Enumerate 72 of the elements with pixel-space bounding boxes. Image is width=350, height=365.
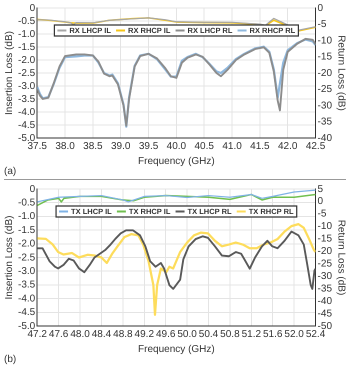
x-tick-label: 41.5 [250, 140, 270, 152]
y2-tick-label: -35 [318, 283, 332, 294]
y2-tick-label: -45 [318, 308, 332, 320]
y-tick-label: -3.0 [18, 266, 36, 277]
y2-tick-label: -10 [318, 35, 332, 46]
x-tick-label: 41.0 [222, 140, 242, 152]
x-tick-label: 47.6 [48, 328, 69, 340]
y-axis-title: Insertion Loss (dB) [4, 216, 15, 300]
x-tick-label: 52.4 [306, 328, 326, 340]
x-tick-label: 37.5 [27, 140, 48, 152]
x-tick-label: 40.5 [194, 140, 214, 152]
y2-tick-label: -20 [318, 246, 332, 258]
x-tick-label: 50.8 [220, 328, 240, 340]
x-tick-label: 42.5 [306, 140, 326, 152]
y2-tick-label: -40 [318, 296, 332, 307]
y-tick-label: -3.0 [18, 80, 36, 92]
x-tick-label: 49.6 [156, 328, 176, 340]
y-tick-label: -4.0 [18, 293, 36, 304]
y2-tick-label: -20 [318, 68, 332, 79]
x-tick-label: 51.2 [242, 328, 262, 340]
x-tick-label: 38.0 [55, 140, 76, 152]
y-tick-label: -1.0 [18, 28, 36, 40]
x-tick-label: 39.5 [138, 140, 159, 152]
y2-tick-label: -15 [318, 234, 332, 245]
y2-tick-label: 0 [318, 2, 324, 14]
y2-tick-label: -25 [318, 258, 332, 270]
y-tick-label: -4.5 [18, 307, 36, 318]
x-tick-label: 52.0 [284, 328, 304, 340]
x-tick-label: 42.0 [278, 140, 298, 152]
text: (b) [4, 354, 16, 365]
y-tick-label: -2.0 [18, 54, 36, 66]
y-tick-label: -4.0 [18, 106, 36, 118]
y2-tick-label: 5 [318, 184, 324, 195]
y2-tick-label: -5 [318, 19, 327, 30]
y2-tick-label: -5 [318, 208, 327, 220]
x-tick-label: 50.0 [177, 328, 198, 340]
x-tick-label: 48.0 [70, 328, 90, 340]
x-tick-label: 49.2 [134, 328, 154, 340]
y-tick-label: -3.5 [18, 94, 36, 105]
y-tick-label: 0 [30, 2, 36, 14]
y2-tick-label: -15 [318, 52, 332, 62]
text: (a) [4, 166, 16, 177]
y-tick-label: -3.5 [18, 280, 36, 291]
y-tick-label: -0.5 [18, 197, 36, 208]
x-tick-label: 48.4 [92, 328, 112, 340]
y-tick-label: -1.0 [18, 211, 36, 222]
x-tick-label: 38.5 [83, 140, 104, 152]
y2-tick-label: -10 [318, 221, 332, 232]
x-tick-label: 39.0 [110, 140, 131, 152]
y2-tick-label: -30 [318, 270, 332, 282]
y2-tick-label: -25 [318, 84, 332, 95]
y-tick-label: -2.5 [18, 252, 36, 264]
y-tick-label: 0 [30, 184, 36, 195]
x-tick-label: 40.0 [166, 140, 187, 152]
x-tick-label: 50.4 [198, 328, 219, 340]
y2-axis-title: Return Loss (dB) [335, 35, 346, 111]
y2-tick-label: 0 [318, 196, 324, 208]
y-axis-title: Insertion Loss (dB) [4, 31, 15, 115]
y-tick-label: -2.0 [18, 238, 36, 250]
x-axis-title: Frequency (GHz) [138, 344, 215, 355]
x-axis-title: Frequency (GHz) [138, 156, 215, 167]
y2-tick-label: -35 [318, 116, 332, 128]
y-tick-label: -2.5 [18, 68, 36, 79]
x-tick-label: 48.8 [113, 328, 134, 340]
y-tick-label: -4.5 [18, 120, 36, 131]
y-tick-label: -0.5 [18, 16, 36, 27]
y2-axis-title: Return Loss (dB) [335, 220, 346, 296]
x-tick-label: 47.2 [27, 328, 48, 340]
y-tick-label: -1.5 [18, 224, 36, 236]
x-tick-label: 51.6 [262, 328, 283, 340]
y2-tick-label: -30 [318, 100, 332, 112]
y-tick-label: -1.5 [18, 42, 36, 53]
